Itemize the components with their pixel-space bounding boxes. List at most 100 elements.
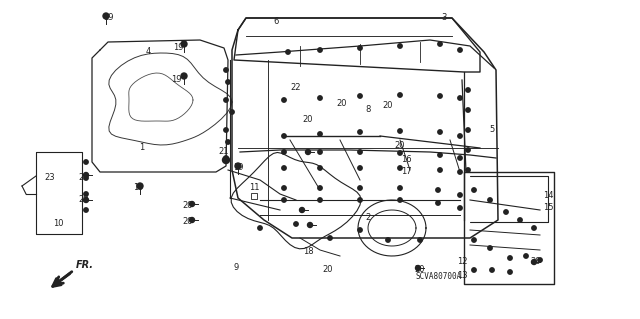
- Circle shape: [318, 150, 322, 154]
- Circle shape: [282, 186, 286, 190]
- Circle shape: [230, 110, 234, 114]
- Text: 20: 20: [415, 265, 425, 275]
- Circle shape: [137, 183, 143, 189]
- Circle shape: [524, 254, 528, 258]
- Circle shape: [224, 68, 228, 72]
- Text: 3: 3: [442, 13, 447, 23]
- Circle shape: [224, 128, 228, 132]
- Circle shape: [472, 238, 476, 242]
- Circle shape: [438, 42, 442, 46]
- Circle shape: [189, 202, 195, 206]
- Circle shape: [415, 265, 420, 271]
- Circle shape: [458, 193, 462, 197]
- Text: 11: 11: [249, 183, 259, 192]
- Circle shape: [458, 48, 462, 52]
- Circle shape: [189, 218, 195, 222]
- Circle shape: [84, 176, 88, 180]
- Text: 21: 21: [219, 147, 229, 157]
- Circle shape: [83, 197, 88, 203]
- Circle shape: [318, 198, 322, 202]
- Circle shape: [466, 108, 470, 112]
- Text: 19: 19: [233, 164, 243, 173]
- Circle shape: [84, 160, 88, 164]
- Text: 23: 23: [45, 174, 55, 182]
- Circle shape: [398, 198, 402, 202]
- Circle shape: [398, 44, 402, 48]
- Text: 20: 20: [183, 218, 193, 226]
- Circle shape: [458, 206, 462, 210]
- Text: 22: 22: [291, 84, 301, 93]
- Circle shape: [282, 134, 286, 138]
- Circle shape: [398, 129, 402, 133]
- Circle shape: [226, 80, 230, 84]
- Circle shape: [418, 238, 422, 242]
- Circle shape: [258, 226, 262, 230]
- Circle shape: [466, 128, 470, 132]
- Text: 13: 13: [457, 271, 467, 279]
- Circle shape: [318, 132, 322, 136]
- Circle shape: [328, 236, 332, 240]
- Circle shape: [318, 166, 322, 170]
- Circle shape: [358, 166, 362, 170]
- Circle shape: [294, 222, 298, 226]
- Text: 20: 20: [183, 202, 193, 211]
- Text: 19: 19: [171, 76, 181, 85]
- Text: 18: 18: [303, 248, 314, 256]
- Circle shape: [436, 188, 440, 192]
- Circle shape: [282, 198, 286, 202]
- Circle shape: [438, 94, 442, 98]
- Circle shape: [103, 13, 109, 19]
- Circle shape: [286, 50, 290, 54]
- Circle shape: [84, 208, 88, 212]
- Circle shape: [472, 268, 476, 272]
- Circle shape: [226, 140, 230, 144]
- Circle shape: [436, 201, 440, 205]
- Circle shape: [307, 222, 312, 227]
- Text: 20: 20: [303, 115, 313, 124]
- Circle shape: [282, 166, 286, 170]
- Circle shape: [318, 48, 322, 52]
- Text: FR.: FR.: [76, 260, 94, 270]
- Text: 19: 19: [103, 13, 113, 23]
- Circle shape: [282, 98, 286, 102]
- Circle shape: [84, 192, 88, 196]
- Circle shape: [358, 150, 362, 154]
- Text: 20: 20: [323, 265, 333, 275]
- Circle shape: [466, 168, 470, 172]
- Text: 20: 20: [79, 174, 89, 182]
- Text: 19: 19: [132, 183, 143, 192]
- Circle shape: [504, 210, 508, 214]
- Circle shape: [531, 259, 536, 264]
- Circle shape: [438, 153, 442, 157]
- Text: 10: 10: [52, 219, 63, 228]
- Text: 20: 20: [531, 257, 541, 266]
- Circle shape: [398, 93, 402, 97]
- Text: 19: 19: [173, 42, 183, 51]
- Circle shape: [458, 96, 462, 100]
- Circle shape: [458, 134, 462, 138]
- Circle shape: [181, 41, 187, 47]
- Circle shape: [224, 98, 228, 102]
- Circle shape: [235, 163, 241, 169]
- Circle shape: [438, 130, 442, 134]
- Circle shape: [305, 150, 310, 154]
- Circle shape: [458, 156, 462, 160]
- Text: 20: 20: [383, 100, 393, 109]
- Circle shape: [398, 186, 402, 190]
- Circle shape: [488, 198, 492, 202]
- Circle shape: [398, 166, 402, 170]
- Circle shape: [472, 188, 476, 192]
- Text: 14: 14: [543, 191, 553, 201]
- Circle shape: [358, 228, 362, 232]
- Circle shape: [358, 186, 362, 190]
- Circle shape: [458, 170, 462, 174]
- Text: 20: 20: [79, 196, 89, 204]
- Circle shape: [538, 258, 542, 262]
- Text: 5: 5: [490, 125, 495, 135]
- Circle shape: [532, 226, 536, 230]
- Text: 8: 8: [365, 106, 371, 115]
- Circle shape: [508, 256, 512, 260]
- Circle shape: [224, 156, 228, 160]
- Circle shape: [300, 207, 305, 212]
- Circle shape: [488, 246, 492, 250]
